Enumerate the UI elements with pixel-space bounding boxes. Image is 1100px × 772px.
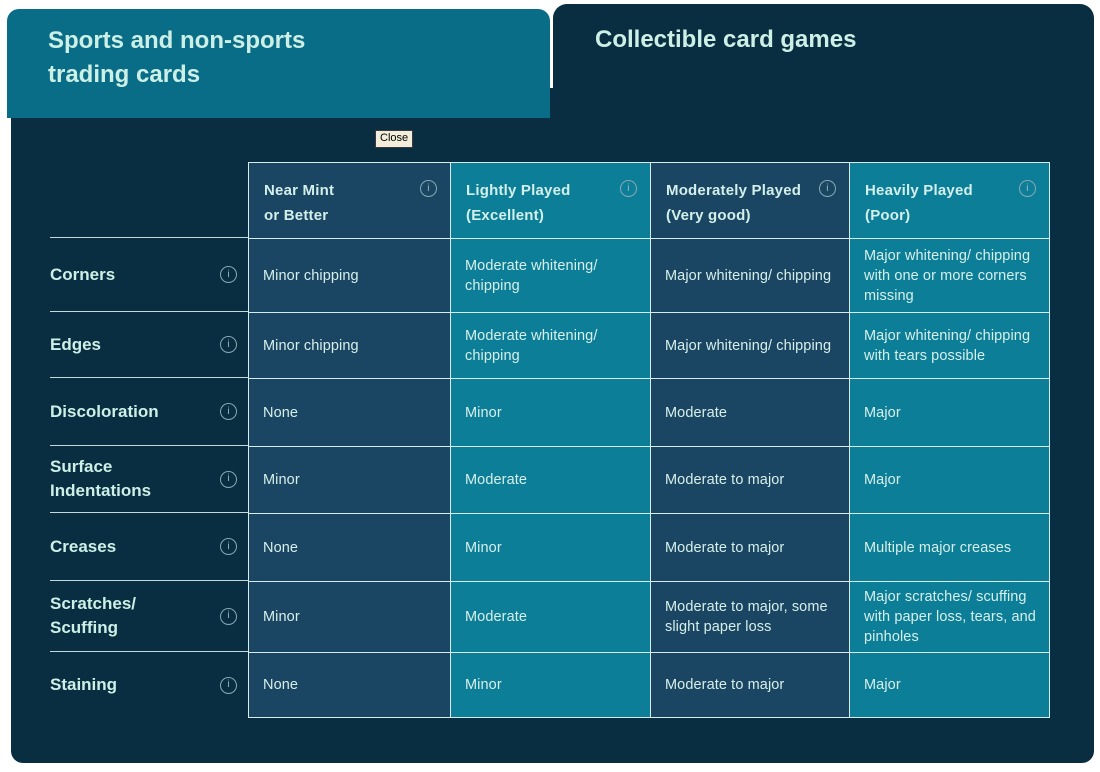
- col-header-near-mint: Near Mint or Better i: [248, 162, 450, 238]
- table-cell: Minor chipping: [248, 238, 450, 312]
- col-header-line2: (Very good): [666, 207, 751, 224]
- info-icon[interactable]: i: [1019, 180, 1036, 197]
- info-icon[interactable]: i: [220, 676, 237, 694]
- table-cell: Multiple major creases: [849, 513, 1050, 581]
- col-header-line1: Heavily Played: [865, 182, 973, 199]
- table-cell: Moderate to major: [650, 513, 849, 581]
- close-tooltip[interactable]: Close: [375, 130, 414, 148]
- table-cell: Minor: [248, 581, 450, 652]
- row-label-staining: Staining i: [50, 652, 248, 718]
- table-cell: Minor: [450, 652, 650, 718]
- table-cell: Major scratches/ scuffing with paper los…: [849, 581, 1050, 652]
- col-header-line1: Near Mint: [264, 182, 335, 199]
- col-header-moderately-played: Moderately Played (Very good) i: [650, 162, 849, 238]
- tab-label: Collectible card games: [595, 26, 857, 53]
- table-cell: Moderate whitening/ chipping: [450, 238, 650, 312]
- table-cell: Moderate to major: [650, 652, 849, 718]
- row-label-discoloration: Discoloration i: [50, 378, 248, 446]
- table-cell: Minor: [248, 446, 450, 513]
- col-header-line2: (Poor): [865, 207, 911, 224]
- info-icon[interactable]: i: [220, 403, 237, 420]
- info-icon[interactable]: i: [620, 180, 637, 197]
- table-cell: Moderate to major, some slight paper los…: [650, 581, 849, 652]
- table-cell: None: [248, 652, 450, 718]
- table-cell: Moderate: [450, 446, 650, 513]
- row-label-scratches-scuffing: Scratches/ Scuffing i: [50, 581, 248, 652]
- tab-collectible-card-games[interactable]: Collectible card games: [553, 4, 1094, 130]
- table-cell: Moderate to major: [650, 446, 849, 513]
- table-cell: Minor chipping: [248, 312, 450, 378]
- table-cell: None: [248, 513, 450, 581]
- table-cell: Minor: [450, 378, 650, 446]
- table-cell: Major whitening/ chipping: [650, 312, 849, 378]
- table-cell: Major: [849, 652, 1050, 718]
- row-label-edges: Edges i: [50, 312, 248, 378]
- table-cell: Minor: [450, 513, 650, 581]
- col-header-line1: Lightly Played: [466, 182, 571, 199]
- table-cell: Major: [849, 446, 1050, 513]
- info-icon[interactable]: i: [420, 180, 437, 197]
- tab-label: Sports and non-sports trading cards: [48, 27, 306, 88]
- row-label-surface-indentations: Surface Indentations i: [50, 446, 248, 513]
- row-label-corners: Corners i: [50, 238, 248, 312]
- col-header-line1: Moderately Played: [666, 182, 802, 199]
- col-header-heavily-played: Heavily Played (Poor) i: [849, 162, 1050, 238]
- condition-table: Near Mint or Better i Lightly Played (Ex…: [50, 162, 1050, 718]
- tab-sports-trading-cards[interactable]: Sports and non-sports trading cards: [7, 9, 550, 118]
- table-cell: Major whitening/ chipping with one or mo…: [849, 238, 1050, 312]
- table-cell: Moderate whitening/ chipping: [450, 312, 650, 378]
- row-label-creases: Creases i: [50, 513, 248, 581]
- table-cell: Major whitening/ chipping with tears pos…: [849, 312, 1050, 378]
- col-header-lightly-played: Lightly Played (Excellent) i: [450, 162, 650, 238]
- table-cell: Major: [849, 378, 1050, 446]
- info-icon[interactable]: i: [220, 538, 237, 555]
- info-icon[interactable]: i: [819, 180, 836, 197]
- table-cell: Moderate: [650, 378, 849, 446]
- table-cell: Major whitening/ chipping: [650, 238, 849, 312]
- info-icon[interactable]: i: [220, 336, 237, 353]
- col-header-line2: (Excellent): [466, 207, 545, 224]
- info-icon[interactable]: i: [220, 470, 237, 488]
- table-cell: None: [248, 378, 450, 446]
- info-icon[interactable]: i: [220, 266, 237, 283]
- table-corner-spacer: [50, 162, 248, 238]
- info-icon[interactable]: i: [220, 607, 237, 625]
- col-header-line2: or Better: [264, 207, 329, 224]
- table-cell: Moderate: [450, 581, 650, 652]
